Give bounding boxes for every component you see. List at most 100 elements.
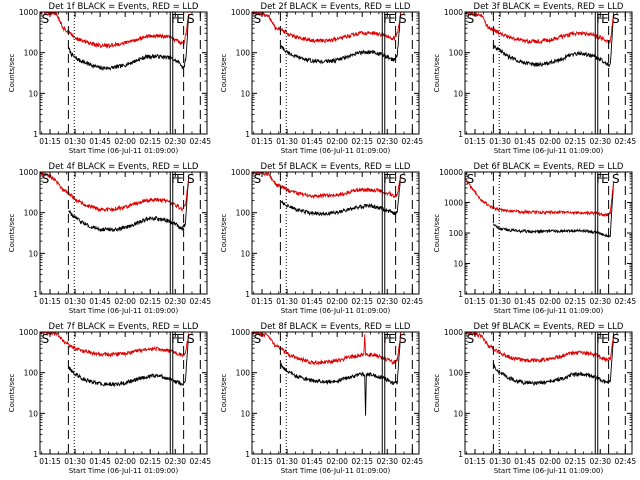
marker-f: F — [596, 332, 603, 346]
x-tick-label: 02:30 — [376, 137, 398, 146]
y-tick-label: 1 — [33, 130, 38, 139]
marker-e: E — [176, 172, 184, 186]
y-tick-label: 1000 — [19, 328, 38, 337]
x-tick-label: 01:45 — [301, 297, 323, 306]
y-tick-label: 10 — [28, 249, 38, 258]
x-axis: 01:15 01:30 01:45 02:00 02:15 02:30 02:45 — [251, 12, 423, 146]
y-tick-label: 100 — [449, 49, 464, 58]
x-tick-label: 02:15 — [564, 137, 586, 146]
x-tick-label: 01:15 — [464, 457, 486, 466]
series-events-line — [492, 13, 615, 68]
x-axis: 01:15 01:30 01:45 02:00 02:15 02:30 02:45 — [251, 332, 423, 466]
y-axis-label: Counts/sec — [220, 214, 228, 253]
x-tick-label: 01:15 — [39, 457, 61, 466]
x-tick-label: 01:30 — [64, 137, 86, 146]
x-tick-label: 01:45 — [301, 457, 323, 466]
marker-s: S — [399, 12, 407, 26]
marker-f: F — [171, 332, 178, 346]
y-tick-label: 1 — [458, 130, 463, 139]
x-tick-label: 02:15 — [564, 457, 586, 466]
series-events-line — [492, 181, 615, 239]
y-tick-label: 100 — [236, 369, 251, 378]
y-tick-label: 100 — [24, 49, 39, 58]
series-events-line — [279, 332, 402, 416]
y-tick-label: 10 — [240, 89, 250, 98]
x-axis: 01:15 01:30 01:45 02:00 02:15 02:30 02:45 — [39, 332, 211, 466]
x-tick-label: 01:45 — [89, 457, 111, 466]
y-tick-label: 100 — [236, 209, 251, 218]
series-group — [465, 332, 615, 387]
series-group — [40, 172, 190, 233]
y-axis: 1 10 100 1000 10000 — [439, 168, 632, 299]
x-tick-label: 02:15 — [351, 137, 373, 146]
x-tick-label: 02:00 — [539, 457, 561, 466]
series-events-line — [67, 335, 190, 388]
x-tick-label: 01:30 — [489, 457, 511, 466]
x-tick-label: 02:45 — [190, 137, 212, 146]
marker-s: S — [467, 12, 475, 26]
series-lld-line — [252, 12, 402, 44]
plot-frame — [464, 331, 633, 455]
x-axis-label: Start Time (06-Jul-11 01:09:00) — [494, 307, 604, 315]
x-tick-label: 02:15 — [564, 297, 586, 306]
x-tick-label: 02:00 — [326, 457, 348, 466]
panel-title: Det 1f BLACK = Events, RED = LLD — [49, 2, 199, 12]
plot-frame — [39, 11, 208, 135]
x-axis-label: Start Time (06-Jul-11 01:09:00) — [494, 147, 604, 155]
y-tick-label: 10 — [28, 409, 38, 418]
event-lines — [279, 12, 413, 134]
marker-s: S — [612, 332, 620, 346]
marker-s: S — [187, 12, 195, 26]
marker-s: S — [254, 12, 262, 26]
y-tick-label: 1 — [245, 290, 250, 299]
event-lines — [67, 172, 201, 294]
panel-title: Det 2f BLACK = Events, RED = LLD — [261, 2, 411, 12]
x-tick-label: 01:45 — [89, 137, 111, 146]
x-tick-label: 01:45 — [514, 457, 536, 466]
y-axis-label: Counts/sec — [433, 374, 441, 413]
marker-s: S — [42, 12, 50, 26]
x-axis: 01:15 01:30 01:45 02:00 02:15 02:30 02:45 — [39, 12, 211, 146]
marker-s: S — [187, 172, 195, 186]
x-axis: 01:15 01:30 01:45 02:00 02:15 02:30 02:45 — [464, 12, 636, 146]
y-axis: 1 10 100 1000 — [231, 328, 419, 459]
series-lld-line — [465, 332, 614, 364]
x-tick-label: 01:30 — [64, 457, 86, 466]
plot-frame — [251, 11, 420, 135]
plot-frame — [39, 171, 208, 295]
x-tick-label: 01:30 — [276, 457, 298, 466]
x-tick-label: 02:30 — [589, 137, 611, 146]
panel-title: Det 6f BLACK = Events, RED = LLD — [474, 162, 624, 172]
x-tick-label: 02:30 — [164, 457, 186, 466]
x-axis-label: Start Time (06-Jul-11 01:09:00) — [69, 147, 179, 155]
plot-frame — [464, 11, 633, 135]
y-tick-label: 1 — [245, 450, 250, 459]
x-tick-label: 01:15 — [39, 297, 61, 306]
y-axis-label: Counts/sec — [8, 54, 16, 93]
y-axis: 1 10 100 1000 — [19, 8, 207, 139]
y-tick-label: 100 — [24, 209, 39, 218]
y-tick-label: 10 — [453, 260, 463, 269]
plot-frame — [464, 171, 633, 295]
series-lld-line — [252, 332, 402, 366]
x-tick-label: 02:00 — [539, 137, 561, 146]
marker-s: S — [187, 332, 195, 346]
marker-s: S — [42, 172, 50, 186]
x-axis-label: Start Time (06-Jul-11 01:09:00) — [281, 147, 391, 155]
marker-s: S — [467, 172, 475, 186]
x-tick-label: 02:30 — [164, 137, 186, 146]
x-tick-label: 01:30 — [489, 137, 511, 146]
x-tick-label: 01:15 — [39, 137, 61, 146]
x-tick-label: 02:00 — [326, 297, 348, 306]
series-group — [465, 12, 615, 68]
x-tick-label: 01:45 — [301, 137, 323, 146]
x-tick-label: 02:45 — [190, 457, 212, 466]
x-axis-label: Start Time (06-Jul-11 01:09:00) — [281, 467, 391, 475]
y-tick-label: 10 — [240, 249, 250, 258]
x-axis-label: Start Time (06-Jul-11 01:09:00) — [69, 307, 179, 315]
y-tick-label: 1000 — [19, 8, 38, 17]
